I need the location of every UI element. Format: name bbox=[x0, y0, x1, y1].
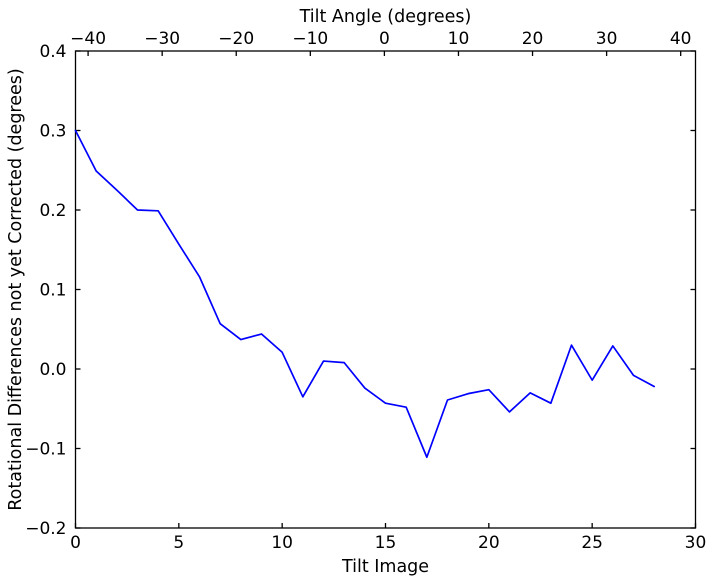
x-tick-label: 5 bbox=[173, 533, 184, 553]
x2-tick-label: 30 bbox=[596, 29, 618, 49]
x2-tick-label: 0 bbox=[379, 29, 390, 49]
data-line-series bbox=[74, 129, 656, 459]
bottom-axis-ticks: 0 5 10 15 20 25 30 bbox=[70, 523, 706, 553]
top-axis-title: Tilt Angle (degrees) bbox=[299, 7, 472, 27]
x-tick-label: 0 bbox=[70, 533, 81, 553]
right-axis-ticks bbox=[690, 50, 696, 529]
y-tick-label: 0.2 bbox=[39, 201, 66, 221]
y-tick-label: −0.2 bbox=[25, 519, 66, 539]
x-tick-label: 20 bbox=[478, 533, 500, 553]
x2-tick-label: −30 bbox=[144, 29, 180, 49]
x2-tick-label: 20 bbox=[522, 29, 544, 49]
y-tick-label: 0.4 bbox=[39, 42, 66, 62]
x2-tick-label: −40 bbox=[70, 29, 106, 49]
y-axis-label: Rotational Differences not yet Corrected… bbox=[6, 68, 26, 510]
plot-frame bbox=[74, 50, 697, 529]
x2-tick-label: 10 bbox=[448, 29, 470, 49]
x-tick-label: 15 bbox=[375, 533, 397, 553]
y-tick-label: 0.1 bbox=[39, 281, 66, 301]
x2-tick-label: −20 bbox=[218, 29, 254, 49]
x-tick-label: 25 bbox=[581, 533, 603, 553]
x2-tick-label: 40 bbox=[670, 29, 692, 49]
top-axis-ticks: −40 −30 −20 −10 0 10 20 30 40 bbox=[70, 29, 692, 56]
y-tick-label: −0.1 bbox=[25, 440, 66, 460]
x2-tick-label: −10 bbox=[292, 29, 328, 49]
y-tick-label: 0.0 bbox=[39, 360, 66, 380]
x-tick-label: 10 bbox=[271, 533, 293, 553]
x-tick-label: 30 bbox=[685, 533, 707, 553]
y-tick-label: 0.3 bbox=[39, 122, 66, 142]
left-axis-ticks: 0.4 0.3 0.2 0.1 0.0 −0.1 −0.2 bbox=[25, 42, 81, 539]
x-axis-label: Tilt Image bbox=[341, 557, 429, 577]
